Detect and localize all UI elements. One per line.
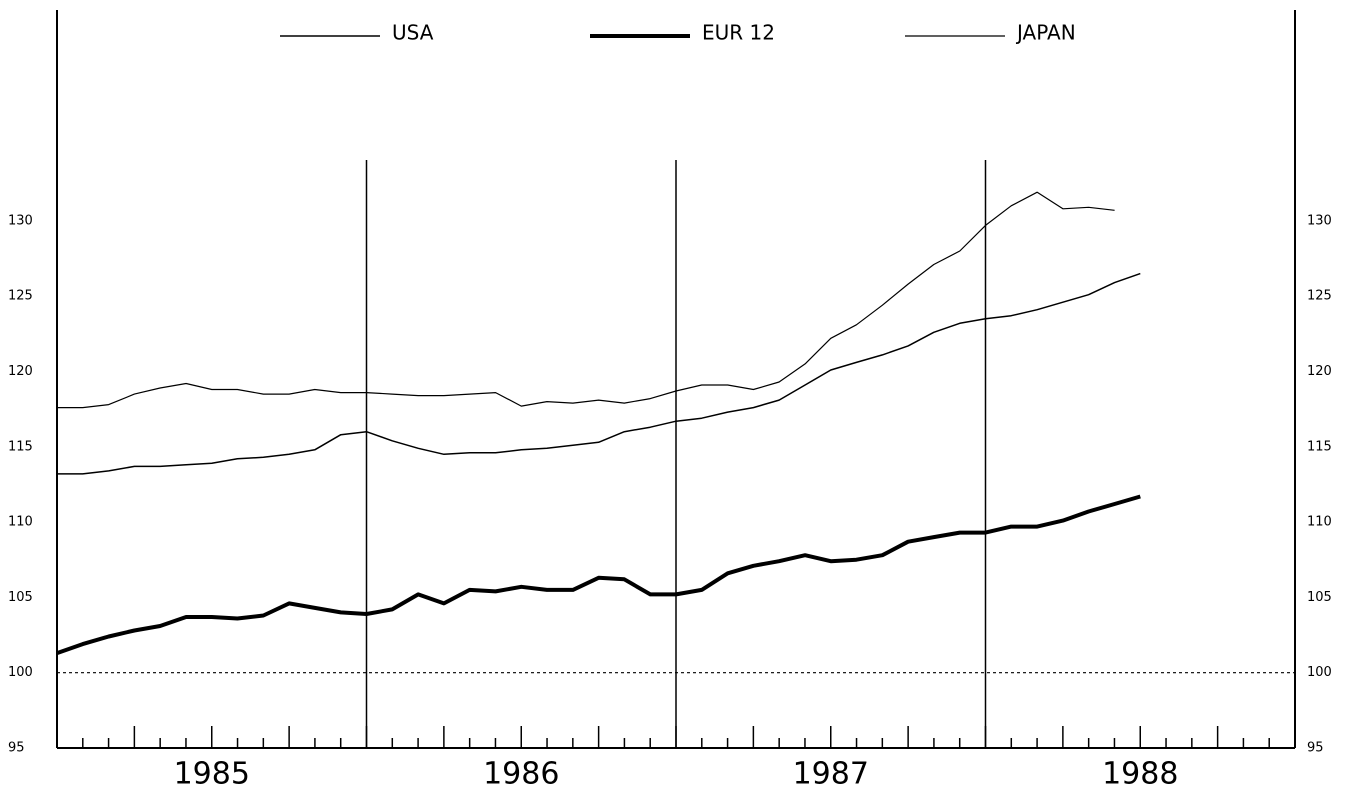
y2-tick-label: 130 <box>1307 213 1332 228</box>
legend-label: EUR 12 <box>702 21 775 45</box>
y-tick-label: 115 <box>8 439 33 454</box>
legend-label: USA <box>392 21 434 45</box>
x-tick-label: 1988 <box>1102 757 1178 792</box>
y-tick-label: 105 <box>8 590 33 605</box>
y2-tick-label: 95 <box>1307 741 1324 756</box>
series-line <box>57 272 1141 475</box>
series-line <box>56 494 1141 655</box>
y2-tick-label: 110 <box>1307 515 1332 530</box>
y-tick-label: 100 <box>8 665 33 680</box>
y2-tick-label: 120 <box>1307 364 1332 379</box>
legend-label: JAPAN <box>1015 21 1076 45</box>
series-line <box>57 191 1115 409</box>
x-tick-label: 1986 <box>483 757 559 792</box>
y-tick-label: 130 <box>8 213 33 228</box>
y-tick-label: 125 <box>8 289 33 304</box>
y-tick-label: 110 <box>8 515 33 530</box>
y-tick-label: 120 <box>8 364 33 379</box>
y2-tick-label: 105 <box>1307 590 1332 605</box>
y2-tick-label: 115 <box>1307 439 1332 454</box>
x-tick-label: 1985 <box>174 757 250 792</box>
y2-tick-label: 100 <box>1307 665 1332 680</box>
x-tick-label: 1987 <box>793 757 869 792</box>
y-tick-label: 95 <box>8 741 25 756</box>
y2-tick-label: 125 <box>1307 289 1332 304</box>
